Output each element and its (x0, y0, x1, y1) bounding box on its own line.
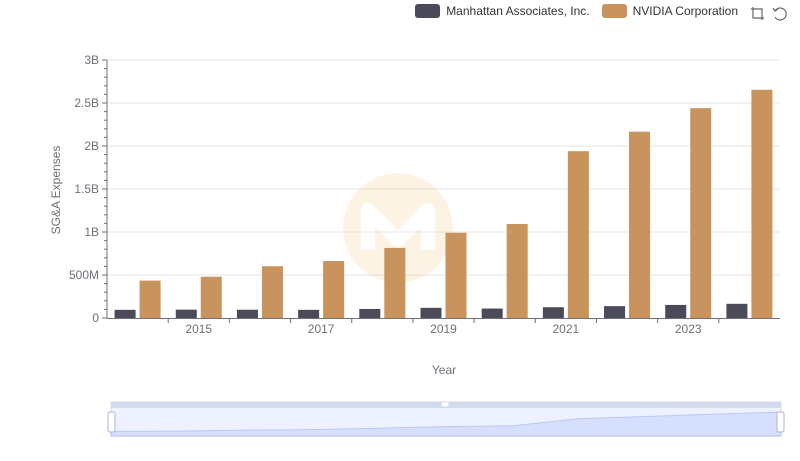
bar-manhattan[interactable] (665, 304, 687, 318)
bar-manhattan[interactable] (298, 309, 320, 318)
x-axis-ticks: 2015 2017 2019 2021 2023 (167, 318, 720, 336)
bar-nvidia[interactable] (323, 260, 345, 318)
data-zoom-slider[interactable] (107, 401, 785, 437)
legend-label-manhattan: Manhattan Associates, Inc. (446, 4, 590, 18)
legend-label-nvidia: NVIDIA Corporation (632, 4, 738, 18)
bar-nvidia[interactable] (384, 247, 406, 318)
slider-preview-area (110, 411, 782, 437)
x-tick-label: 2021 (553, 322, 580, 336)
slider-center-grip[interactable] (440, 401, 450, 408)
bar-manhattan[interactable] (481, 308, 503, 318)
bar-manhattan[interactable] (542, 307, 564, 318)
y-tick-label: 2.5B (74, 96, 99, 110)
bar-nvidia[interactable] (445, 232, 467, 318)
legend-swatch-manhattan (415, 4, 441, 18)
x-tick-label: 2017 (308, 322, 335, 336)
y-tick-label: 2B (84, 139, 99, 153)
bar-nvidia[interactable] (751, 89, 773, 318)
bar-manhattan[interactable] (236, 309, 258, 318)
x-tick-label: 2023 (675, 322, 702, 336)
bar-nvidia[interactable] (567, 151, 589, 318)
watermark-logo (343, 173, 453, 283)
y-tick-label: 0 (92, 311, 99, 325)
slider-selected-range (111, 408, 781, 436)
bar-manhattan[interactable] (420, 307, 442, 318)
slider-handle-left[interactable] (107, 411, 116, 433)
bar-manhattan[interactable] (604, 306, 626, 318)
bar-manhattan[interactable] (359, 308, 381, 318)
slider-handle-right[interactable] (776, 411, 785, 433)
legend-item-manhattan[interactable]: Manhattan Associates, Inc. (415, 4, 590, 18)
bar-nvidia[interactable] (690, 108, 712, 318)
restore-icon[interactable] (772, 6, 788, 22)
bar-manhattan[interactable] (175, 309, 197, 318)
y-tick-label: 500M (69, 268, 99, 282)
grid-lines (107, 59, 780, 276)
legend-item-nvidia[interactable]: NVIDIA Corporation (601, 4, 738, 18)
y-tick-label: 3B (84, 53, 99, 67)
y-axis-title: SG&A Expenses (49, 146, 63, 235)
bars-group (114, 89, 773, 318)
bar-manhattan[interactable] (726, 303, 748, 318)
bar-nvidia[interactable] (629, 131, 651, 318)
bar-nvidia[interactable] (261, 266, 283, 318)
chart-legend: Manhattan Associates, Inc. NVIDIA Corpor… (415, 4, 738, 18)
legend-swatch-nvidia (601, 4, 627, 18)
zoom-icon[interactable] (750, 6, 766, 22)
y-tick-label: 1.5B (74, 182, 99, 196)
bar-nvidia[interactable] (200, 276, 222, 318)
x-tick-label: 2015 (185, 322, 212, 336)
bar-nvidia[interactable] (506, 224, 528, 318)
chart-toolbox (750, 6, 788, 22)
y-axis-ticks: 0 500M 1B 1.5B 2B 2.5B 3B (69, 53, 107, 325)
y-tick-label: 1B (84, 225, 99, 239)
x-tick-label: 2019 (430, 322, 457, 336)
bar-nvidia[interactable] (139, 280, 161, 318)
x-axis-title: Year (432, 363, 456, 377)
bar-manhattan[interactable] (114, 309, 136, 318)
